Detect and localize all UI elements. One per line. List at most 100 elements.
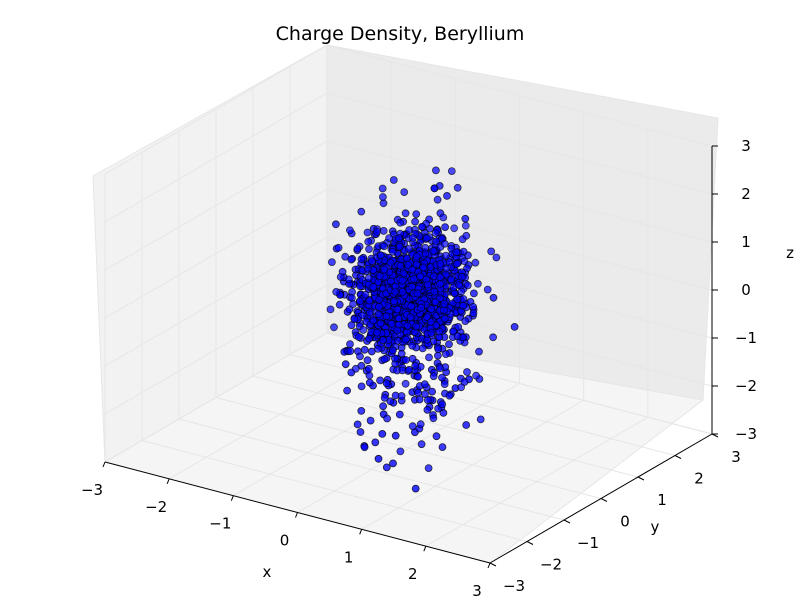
data-point — [357, 382, 366, 391]
chart-title: Charge Density, Beryllium — [276, 23, 525, 45]
data-point — [408, 422, 417, 431]
data-point — [376, 376, 385, 385]
data-point — [360, 345, 369, 354]
data-point — [411, 484, 420, 493]
data-point — [380, 393, 389, 402]
z-tick-label: −3 — [735, 425, 757, 443]
data-point — [386, 397, 395, 406]
data-point — [433, 351, 442, 360]
data-point — [378, 184, 387, 193]
data-point — [383, 414, 392, 423]
z-tick-label: 3 — [741, 137, 751, 155]
data-point — [428, 387, 437, 396]
y-tick-label: 1 — [657, 491, 667, 509]
data-point — [417, 303, 426, 312]
data-point — [461, 214, 470, 223]
data-point — [413, 289, 422, 298]
data-point — [401, 335, 410, 344]
y-tick — [674, 455, 682, 459]
data-point — [408, 354, 417, 363]
x-tick-label: 0 — [280, 532, 290, 550]
data-point — [414, 388, 423, 397]
data-point — [447, 167, 456, 176]
data-point — [475, 347, 483, 356]
x-tick — [230, 495, 234, 501]
data-point — [357, 255, 366, 264]
z-axis-label: z — [786, 244, 794, 262]
data-point — [387, 319, 396, 328]
data-point — [345, 305, 354, 314]
data-point — [440, 239, 449, 248]
data-point — [378, 429, 387, 438]
x-tick — [295, 512, 298, 518]
data-point — [457, 287, 466, 296]
data-point — [351, 364, 360, 373]
data-point — [398, 276, 407, 285]
data-point — [361, 290, 370, 299]
data-point — [360, 443, 369, 452]
data-point — [396, 218, 405, 227]
data-point — [411, 361, 420, 370]
data-point — [369, 282, 378, 291]
data-point — [373, 344, 382, 353]
data-point — [434, 345, 443, 354]
data-point — [436, 279, 444, 288]
data-point — [452, 248, 461, 257]
data-point — [363, 356, 372, 365]
data-point — [463, 368, 471, 376]
data-point — [357, 207, 366, 216]
x-tick — [359, 529, 363, 535]
data-point — [415, 395, 424, 404]
data-point — [391, 431, 400, 440]
data-point — [393, 336, 402, 345]
y-tick — [600, 498, 608, 502]
data-point — [380, 242, 389, 251]
data-point — [408, 265, 417, 274]
data-point — [432, 432, 441, 441]
data-point — [356, 428, 365, 436]
data-point — [385, 234, 394, 243]
data-point — [436, 259, 445, 268]
data-point — [401, 379, 410, 388]
scatter-points — [326, 166, 519, 493]
y-tick — [526, 541, 534, 545]
data-point — [425, 353, 433, 362]
data-point — [472, 371, 481, 380]
data-point — [405, 365, 414, 374]
data-point — [396, 261, 405, 270]
x-tick — [423, 545, 427, 552]
data-point — [335, 300, 344, 309]
data-point — [412, 260, 421, 269]
data-point — [412, 252, 421, 261]
data-point — [388, 247, 397, 256]
grid-line — [104, 92, 328, 223]
data-point — [469, 289, 478, 298]
y-tick-label: −3 — [503, 577, 525, 595]
data-point — [430, 287, 439, 296]
data-point — [492, 253, 501, 262]
data-point — [408, 282, 417, 291]
data-point — [369, 316, 378, 325]
data-point — [436, 273, 445, 282]
x-tick-label: −1 — [209, 515, 231, 533]
data-point — [445, 391, 454, 400]
data-point — [439, 213, 448, 222]
data-point — [442, 264, 451, 273]
z-tick-label: −2 — [735, 377, 757, 395]
data-point — [382, 379, 391, 388]
data-point — [356, 297, 364, 306]
data-point — [346, 347, 355, 356]
data-point — [401, 209, 410, 218]
data-point — [359, 326, 368, 334]
z-tick-label: 0 — [741, 281, 751, 299]
data-point — [469, 309, 478, 318]
data-point — [430, 184, 439, 193]
data-point — [374, 310, 383, 319]
data-point — [373, 227, 381, 236]
data-point — [432, 237, 441, 246]
data-point — [382, 463, 391, 472]
y-tick — [637, 476, 645, 481]
y-tick-label: −2 — [540, 556, 562, 574]
data-point — [453, 259, 461, 268]
data-point — [364, 237, 373, 246]
